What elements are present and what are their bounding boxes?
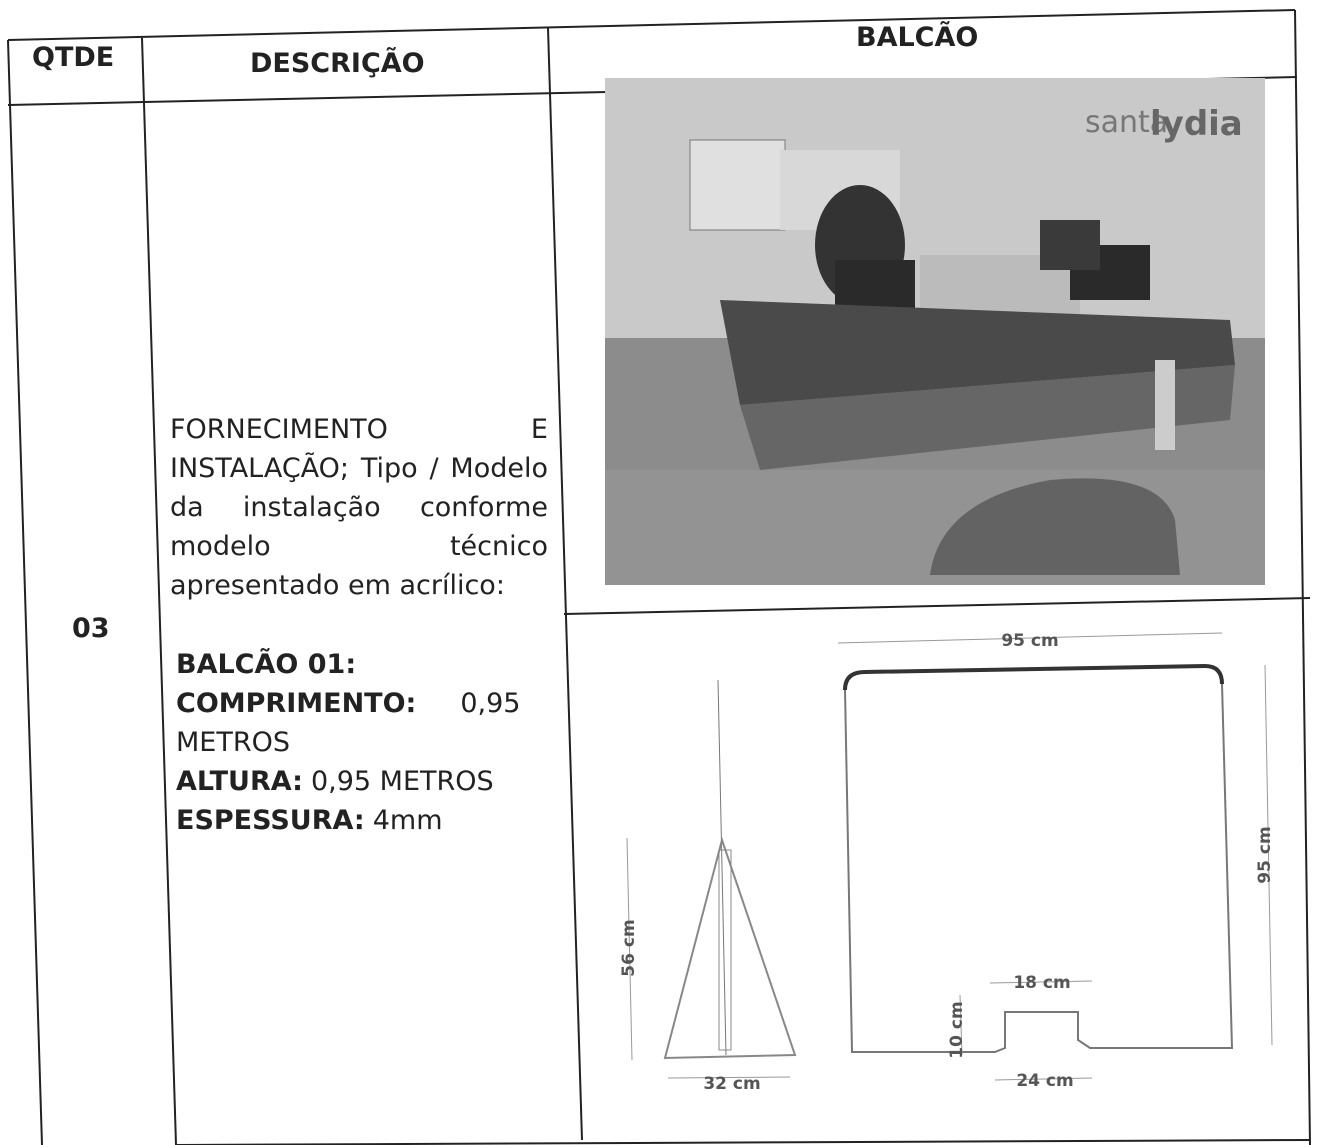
photo: santa lydia [605,78,1265,585]
dimension-label: 10 cm [947,1001,967,1058]
photo-logo: santa [1085,105,1168,140]
spec-value: 0,95 METROS [310,766,494,797]
photo-logo: lydia [1150,104,1243,144]
dimension-label: 95 cm [1255,826,1275,883]
dimension-label: 18 cm [1013,973,1070,993]
table-borders [7,9,1311,1145]
spec-label: ESPESSURA: [176,805,365,836]
dimension-label: 24 cm [1016,1071,1073,1091]
spec-value: 4mm [372,805,443,836]
spec-value: 0,95 METROS [176,688,521,758]
dimension-label: 56 cm [619,919,639,976]
spec-row: ESPESSURA: 4mm [176,801,554,840]
header-cell: QTDE [32,42,115,73]
technical-drawing: 95 cm 95 cm 18 cm 10 cm 24 cm 56 cm 32 c… [619,631,1275,1094]
description: FORNECIMENTO E INSTALAÇÃO; Tipo / Modelo… [170,414,548,601]
dimension-label: 32 cm [703,1074,760,1094]
dimension-label: 95 cm [1001,631,1058,651]
spec-title: BALCÃO 01: [176,649,357,680]
spec-row: COMPRIMENTO: 0,95 METROS [176,684,554,762]
header-cell: DESCRIÇÃO [250,48,425,79]
specs: BALCÃO 01: COMPRIMENTO: 0,95 METROS ALTURA… [176,645,554,840]
spec-label: ALTURA: [176,766,303,797]
header-cell: BALCÃO [856,22,979,53]
spec-label: COMPRIMENTO: [176,688,417,719]
spec-row: ALTURA: 0,95 METROS [176,762,554,801]
quantity: 03 [72,613,110,644]
spec-list: COMPRIMENTO: 0,95 METROS ALTURA: 0,95 METRO… [176,684,554,840]
